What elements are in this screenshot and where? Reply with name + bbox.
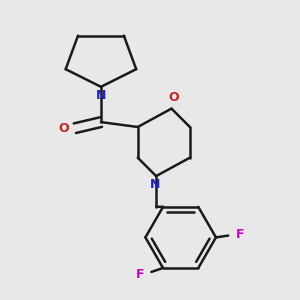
Text: N: N — [150, 178, 160, 191]
Text: O: O — [168, 91, 178, 104]
Text: O: O — [59, 122, 69, 135]
Text: F: F — [236, 228, 244, 241]
Text: F: F — [136, 268, 145, 281]
Text: N: N — [96, 89, 106, 102]
